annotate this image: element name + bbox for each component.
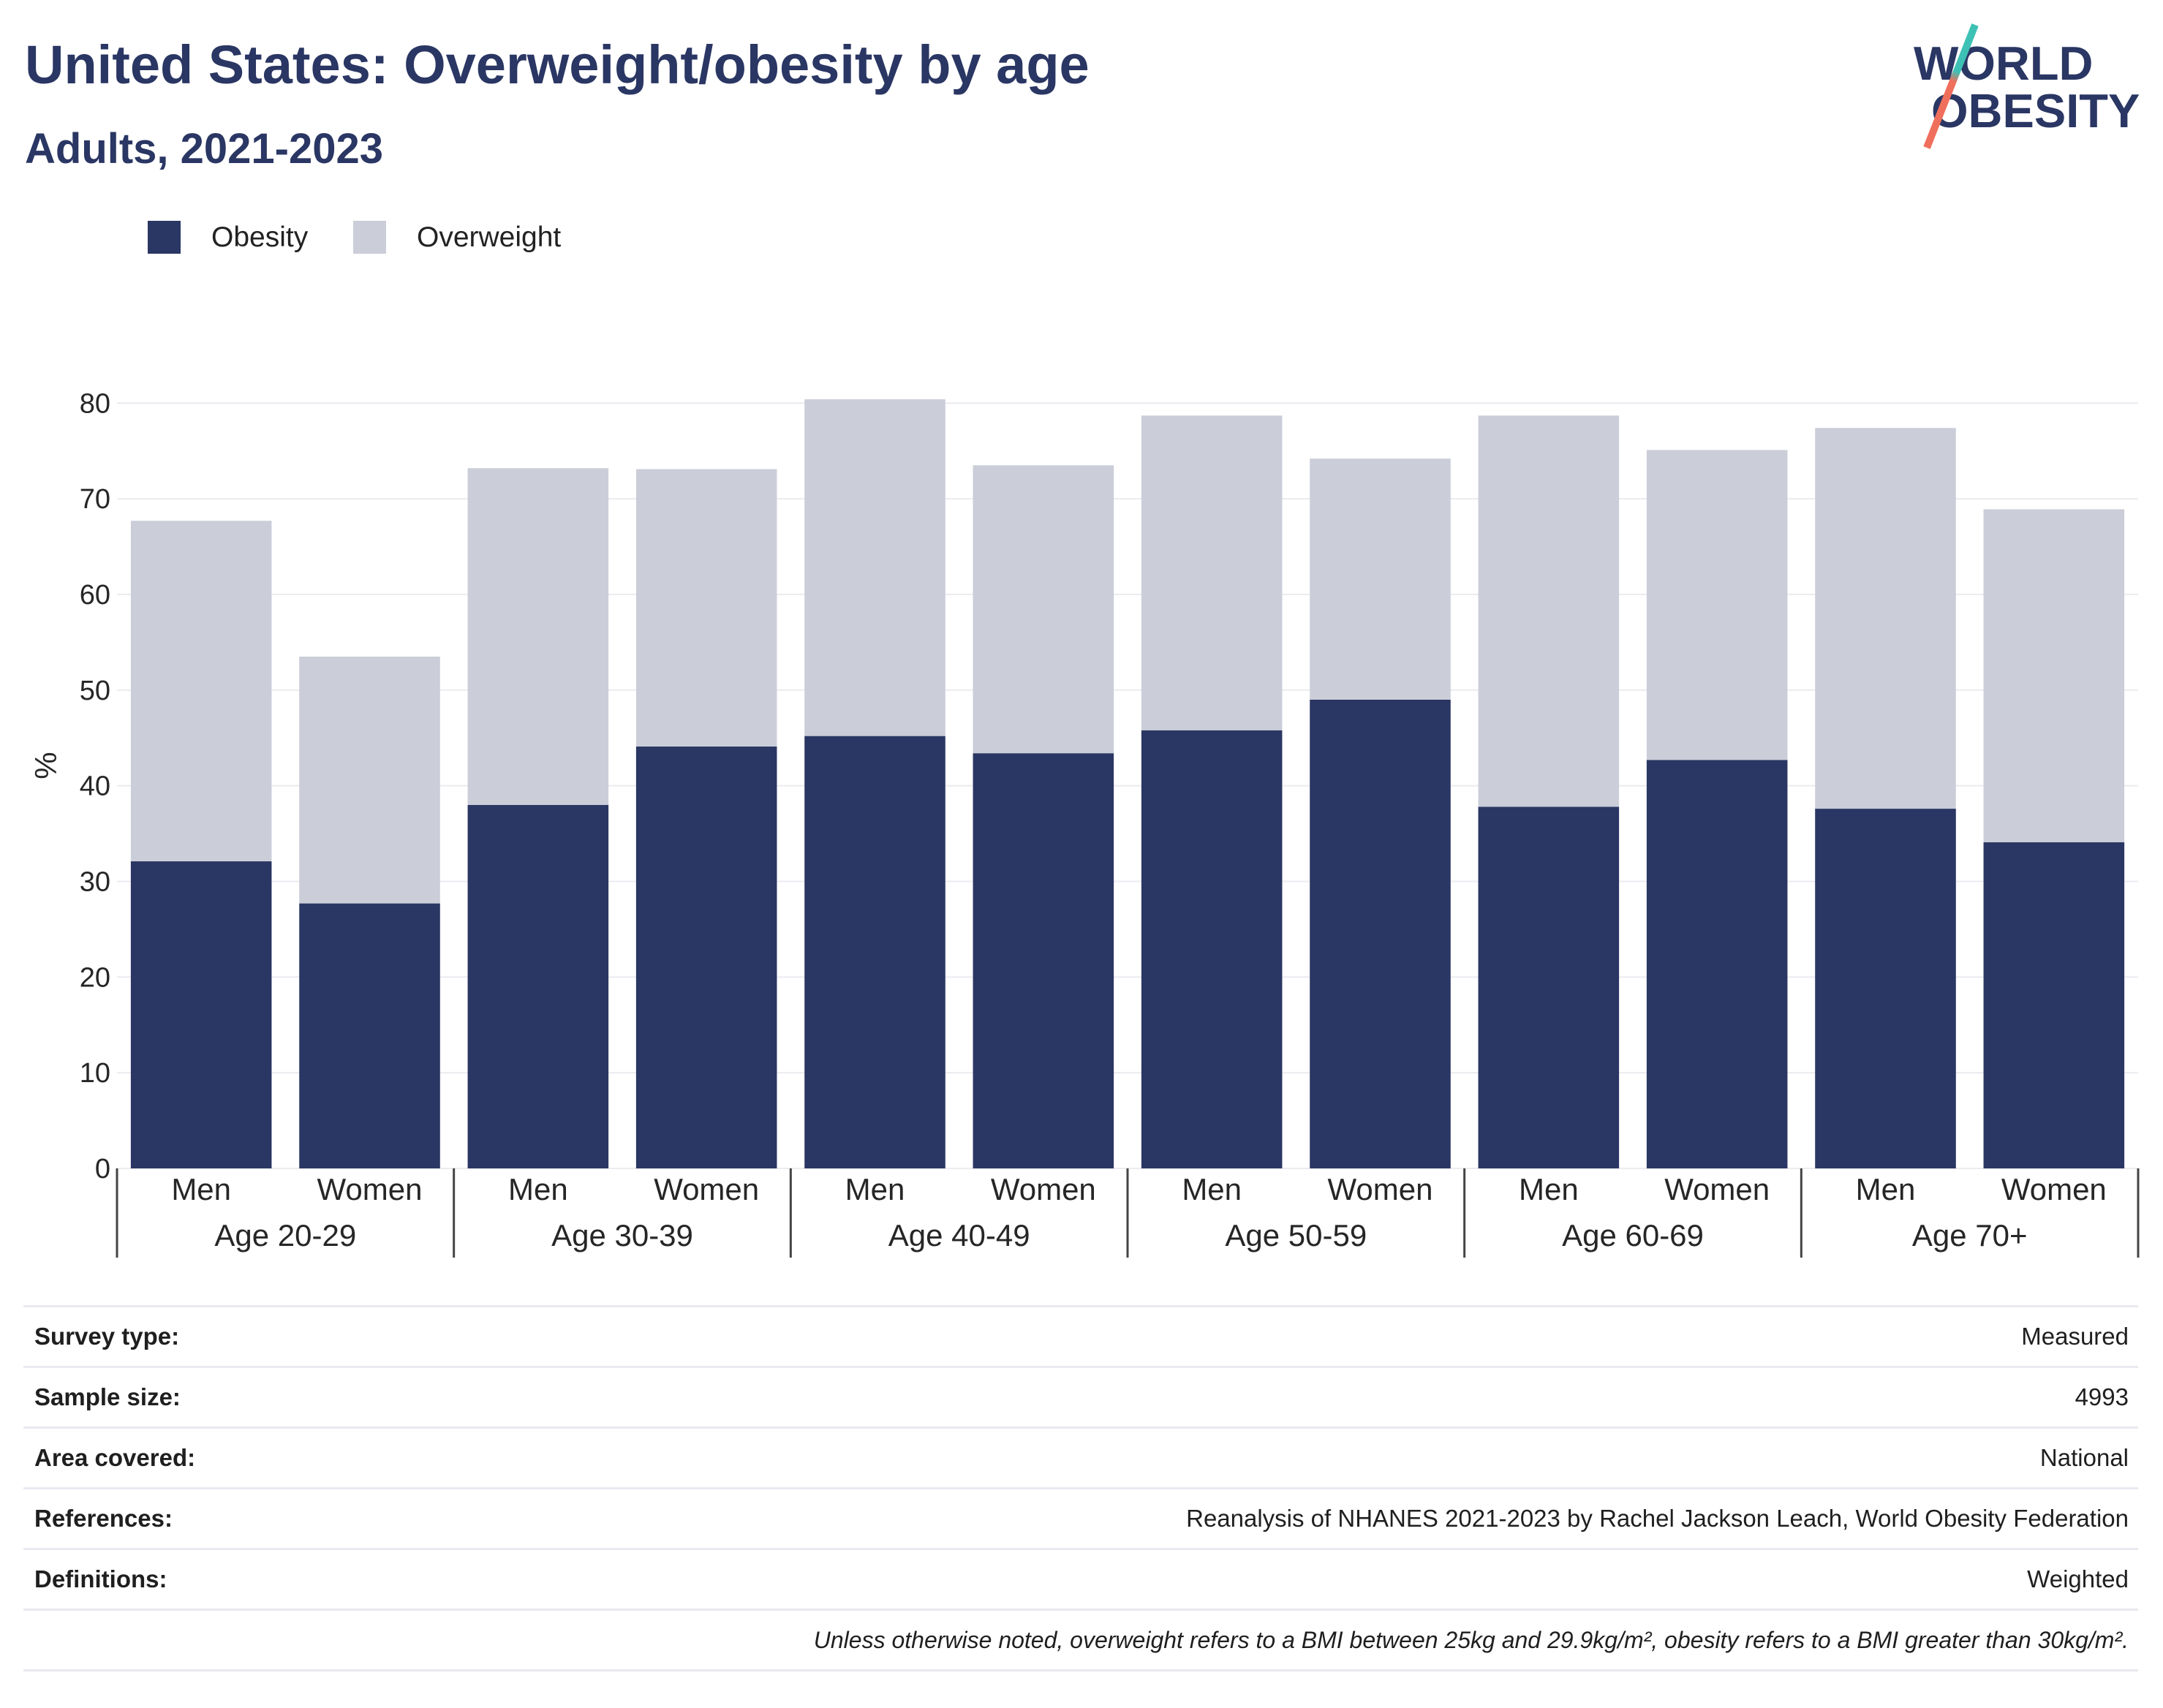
bar-obesity-age-60-69-women	[1646, 760, 1788, 1168]
info-row-references: References: Reanalysis of NHANES 2021-20…	[23, 1489, 2138, 1550]
definitions-note: Unless otherwise noted, overweight refer…	[813, 1626, 2129, 1653]
x-tick-label: Women	[2001, 1172, 2107, 1206]
chart-title: United States: Overweight/obesity by age	[25, 34, 1090, 95]
y-tick-label: 30	[80, 867, 110, 898]
x-tick-label: Men	[1519, 1172, 1579, 1206]
bar-obesity-age-20-29-women	[299, 903, 440, 1168]
legend-label-obesity: Obesity	[211, 222, 309, 253]
info-label: Sample size:	[34, 1383, 181, 1410]
info-row-survey-type: Survey type: Measured	[23, 1307, 2138, 1368]
bar-obesity-age-50-59-women	[1310, 699, 1451, 1168]
x-group-label: Age 20-29	[214, 1218, 356, 1252]
bars	[130, 399, 2125, 1168]
x-tick-label: Women	[991, 1172, 1096, 1206]
bar-overweight-age-30-39-women	[635, 469, 777, 747]
info-value: National	[2039, 1444, 2129, 1471]
bar-overweight-age-60-69-women	[1646, 450, 1788, 760]
x-group-label: Age 40-49	[888, 1218, 1030, 1252]
y-tick-label: 10	[80, 1058, 110, 1089]
y-tick-label: 70	[80, 484, 110, 515]
y-tick-label: 20	[80, 962, 110, 993]
bar-overweight-age-20-29-men	[130, 521, 272, 862]
x-tick-label: Women	[317, 1172, 423, 1206]
bar-obesity-age-30-39-men	[467, 804, 609, 1168]
bar-overweight-age-50-59-women	[1310, 458, 1451, 700]
legend-swatch-overweight	[353, 221, 386, 254]
x-tick-label: Men	[845, 1172, 905, 1206]
y-axis-title: %	[29, 752, 63, 779]
x-tick-label: Men	[1856, 1172, 1916, 1206]
info-row-definitions: Definitions: Weighted	[23, 1550, 2138, 1611]
x-group-label: Age 50-59	[1225, 1218, 1367, 1252]
y-tick-label: 50	[80, 676, 110, 706]
bar-overweight-age-40-49-men	[804, 399, 945, 736]
bar-obesity-age-40-49-men	[804, 736, 945, 1168]
bar-overweight-age-60-69-men	[1478, 415, 1620, 807]
world-obesity-logo: WORLD OBESITY	[1914, 23, 2140, 149]
info-label: Area covered:	[34, 1444, 196, 1471]
info-value: Reanalysis of NHANES 2021-2023 by Rachel…	[1186, 1505, 2129, 1532]
logo-text-world: WORLD	[1914, 37, 2094, 90]
x-tick-label: Women	[654, 1172, 759, 1206]
bar-overweight-age-70-women	[1983, 509, 2125, 842]
info-label: Definitions:	[34, 1565, 167, 1592]
bar-obesity-age-70-women	[1983, 842, 2125, 1168]
x-tick-label: Women	[1328, 1172, 1433, 1206]
bar-overweight-age-30-39-men	[467, 468, 609, 805]
stacked-bar-chart: % 0 10 20 30 40 50 60 70 80 Men Women Age 20-29 Men W…	[29, 388, 2140, 1258]
info-value: Measured	[2021, 1323, 2129, 1350]
bar-overweight-age-40-49-women	[973, 465, 1114, 754]
x-tick-label: Women	[1664, 1172, 1770, 1206]
y-tick-label: 0	[95, 1154, 110, 1184]
info-row-area-covered: Area covered: National	[23, 1429, 2138, 1489]
survey-info-table: Survey type: Measured Sample size: 4993 …	[23, 1305, 2138, 1671]
x-tick-label: Men	[508, 1172, 568, 1206]
legend-label-overweight: Overweight	[417, 222, 562, 253]
info-label: References:	[34, 1505, 173, 1532]
y-tick-label: 80	[80, 388, 110, 419]
legend-item-overweight: Overweight	[353, 221, 561, 254]
logo-slash	[1923, 23, 1979, 149]
y-tick-label: 60	[80, 580, 110, 611]
bar-obesity-age-40-49-women	[973, 753, 1114, 1168]
bar-obesity-age-50-59-men	[1141, 730, 1283, 1168]
bar-overweight-age-50-59-men	[1141, 415, 1283, 730]
info-row-sample-size: Sample size: 4993	[23, 1368, 2138, 1429]
info-value: 4993	[2075, 1383, 2129, 1410]
chart-subtitle: Adults, 2021-2023	[25, 125, 384, 173]
bar-obesity-age-60-69-men	[1478, 806, 1620, 1168]
bar-obesity-age-30-39-women	[635, 747, 777, 1168]
x-group-label: Age 60-69	[1562, 1218, 1704, 1252]
bar-overweight-age-70-men	[1815, 428, 1956, 809]
info-row-note: Unless otherwise noted, overweight refer…	[23, 1611, 2138, 1671]
y-axis-tick-labels: 0 10 20 30 40 50 60 70 80	[80, 388, 110, 1184]
y-tick-label: 40	[80, 771, 110, 802]
bar-obesity-age-20-29-men	[130, 861, 272, 1168]
logo-text-obesity: OBESITY	[1931, 84, 2140, 137]
x-axis-labels: Men Women Age 20-29 Men Women Age 30-39 Men Wom…	[116, 1168, 2140, 1258]
info-value: Weighted	[2027, 1565, 2129, 1592]
x-tick-label: Men	[171, 1172, 231, 1206]
x-group-label: Age 70+	[1912, 1218, 2028, 1252]
info-label: Survey type:	[34, 1323, 180, 1350]
legend-swatch-obesity	[148, 221, 181, 254]
x-tick-label: Men	[1182, 1172, 1242, 1206]
x-group-label: Age 30-39	[551, 1218, 693, 1252]
bar-overweight-age-20-29-women	[299, 657, 440, 904]
legend-item-obesity: Obesity	[148, 221, 308, 254]
bar-obesity-age-70-men	[1815, 809, 1956, 1168]
